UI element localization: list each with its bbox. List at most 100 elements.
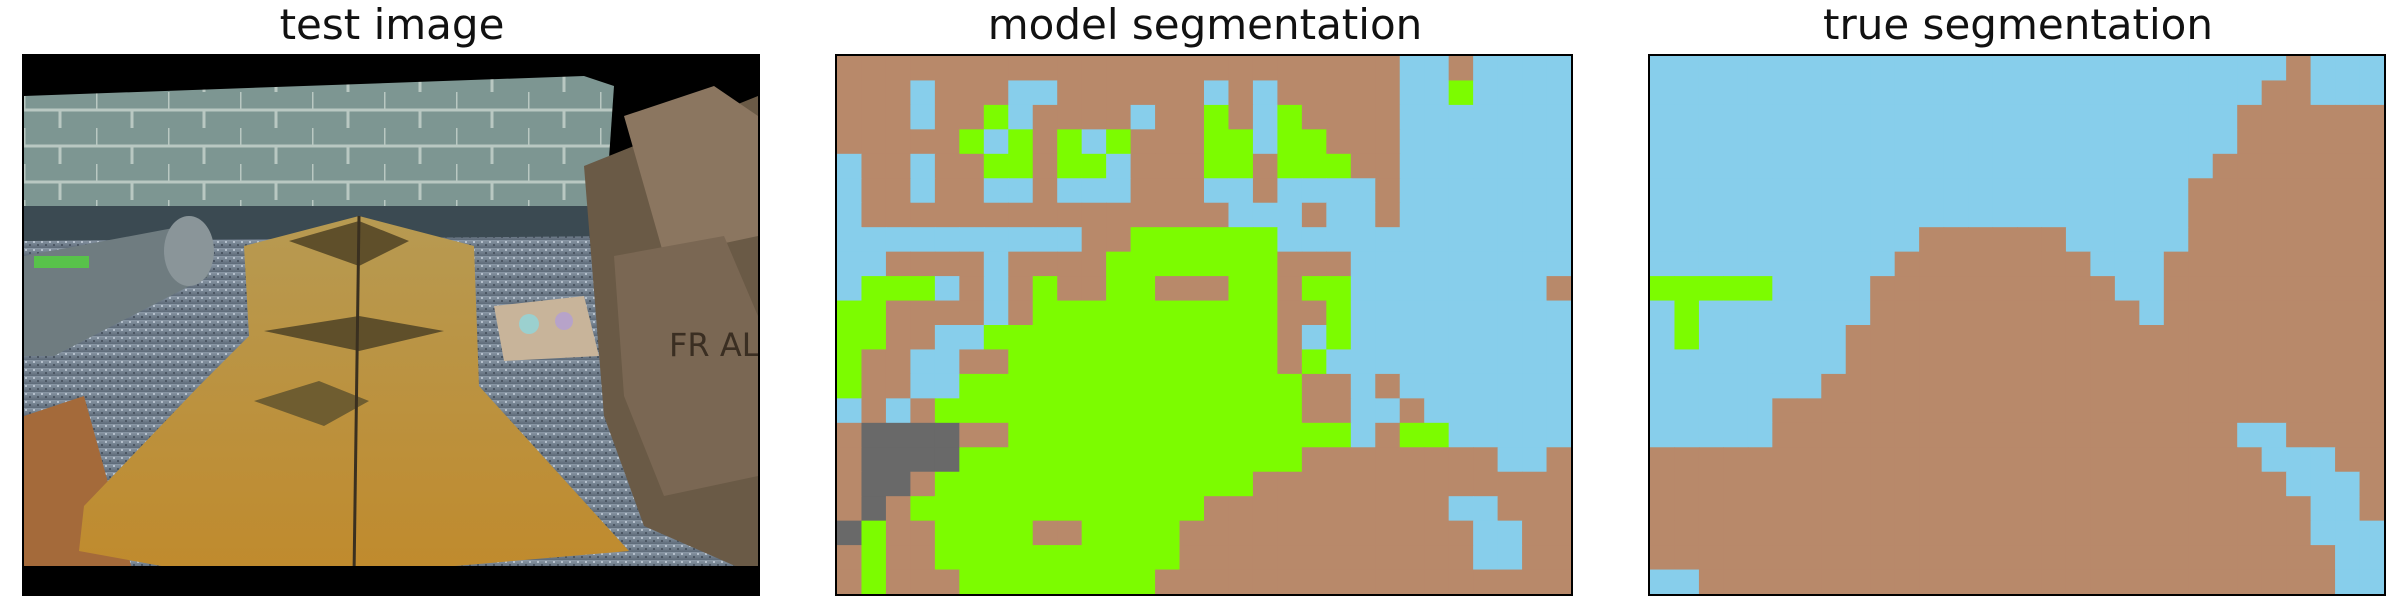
- true-segmentation-cell: [1919, 569, 1945, 594]
- true-segmentation-cell: [2017, 496, 2043, 522]
- model-segmentation-cell: [1326, 56, 1352, 82]
- model-segmentation-cell: [1155, 129, 1181, 155]
- model-segmentation-cell: [1008, 471, 1034, 497]
- true-segmentation-cell: [2237, 373, 2263, 399]
- true-segmentation-cell: [2090, 422, 2116, 448]
- true-segmentation-cell: [2090, 471, 2116, 497]
- true-segmentation-cell: [1894, 129, 1920, 155]
- model-segmentation-cell: [1228, 325, 1254, 351]
- true-segmentation-cell: [2017, 325, 2043, 351]
- model-segmentation-cell: [1424, 104, 1450, 130]
- true-segmentation-cell: [1968, 325, 1994, 351]
- true-segmentation-cell: [2359, 447, 2384, 473]
- model-segmentation-cell: [1057, 349, 1083, 375]
- model-segmentation-cell: [1179, 276, 1205, 302]
- true-segmentation-cell: [1943, 153, 1969, 179]
- true-segmentation-cell: [2188, 569, 2214, 594]
- model-segmentation-cell: [1399, 447, 1425, 473]
- true-segmentation-cell: [1992, 398, 2018, 424]
- true-segmentation-cell: [2188, 373, 2214, 399]
- true-segmentation-cell: [2114, 447, 2140, 473]
- model-segmentation-cell: [1448, 422, 1474, 448]
- true-segmentation-cell: [1870, 349, 1896, 375]
- model-segmentation-cell: [1473, 349, 1499, 375]
- true-segmentation-cell: [2090, 349, 2116, 375]
- model-segmentation-cell: [1155, 178, 1181, 204]
- model-segmentation-cell: [1204, 56, 1230, 82]
- true-segmentation-cell: [2359, 520, 2384, 546]
- true-segmentation-cell: [2286, 227, 2312, 253]
- true-segmentation-cell: [2090, 227, 2116, 253]
- true-segmentation-cell: [1992, 447, 2018, 473]
- model-segmentation-cell: [861, 153, 887, 179]
- true-segmentation-cell: [2286, 129, 2312, 155]
- model-segmentation-cell: [1228, 56, 1254, 82]
- true-segmentation-cell: [1992, 80, 2018, 106]
- model-segmentation-cell: [1130, 300, 1156, 326]
- model-segmentation-cell: [1228, 520, 1254, 546]
- model-segmentation-cell: [1350, 569, 1376, 594]
- model-segmentation-cell: [1277, 276, 1303, 302]
- true-segmentation-cell: [1747, 178, 1773, 204]
- model-segmentation-cell: [1277, 545, 1303, 571]
- model-segmentation-cell: [1424, 447, 1450, 473]
- true-segmentation-cell: [1698, 251, 1724, 277]
- model-segmentation-cell: [1008, 545, 1034, 571]
- true-segmentation-cell: [1650, 471, 1676, 497]
- model-segmentation-cell: [959, 129, 985, 155]
- model-segmentation-cell: [861, 80, 887, 106]
- true-segmentation-cell: [2188, 178, 2214, 204]
- true-segmentation-cell: [2163, 373, 2189, 399]
- model-segmentation-cell: [861, 447, 887, 473]
- true-segmentation-cell: [1698, 569, 1724, 594]
- true-segmentation-cell: [1650, 129, 1676, 155]
- true-segmentation-cell: [2310, 56, 2336, 82]
- true-segmentation-cell: [1723, 349, 1749, 375]
- model-segmentation-cell: [1522, 447, 1548, 473]
- model-segmentation-cell: [885, 104, 911, 130]
- model-segmentation-cell: [1522, 520, 1548, 546]
- true-segmentation-cell: [2335, 520, 2361, 546]
- model-segmentation-cell: [1277, 520, 1303, 546]
- model-segmentation-cell: [1032, 545, 1058, 571]
- model-segmentation-cell: [1130, 422, 1156, 448]
- model-segmentation-cell: [1204, 471, 1230, 497]
- true-segmentation-cell: [1772, 104, 1798, 130]
- model-segmentation-cell: [1081, 422, 1107, 448]
- true-segmentation-cell: [1968, 251, 1994, 277]
- true-segmentation-cell: [2090, 104, 2116, 130]
- true-segmentation-cell: [1919, 178, 1945, 204]
- model-segmentation-cell: [910, 569, 936, 594]
- model-segmentation-cell: [959, 178, 985, 204]
- model-segmentation-cell: [1179, 80, 1205, 106]
- model-segmentation-cell: [983, 202, 1009, 228]
- model-segmentation-cell: [910, 422, 936, 448]
- model-segmentation-cell: [1179, 325, 1205, 351]
- true-segmentation-cell: [1870, 80, 1896, 106]
- true-segmentation-cell: [1894, 471, 1920, 497]
- model-segmentation-cell: [1350, 178, 1376, 204]
- model-segmentation-cell: [1081, 447, 1107, 473]
- true-segmentation-cell: [1821, 276, 1847, 302]
- model-segmentation-cell: [861, 251, 887, 277]
- true-segmentation-cell: [2090, 178, 2116, 204]
- model-segmentation-cell: [1032, 251, 1058, 277]
- model-segmentation-cell: [959, 471, 985, 497]
- true-segmentation-cell: [2310, 227, 2336, 253]
- true-segmentation-cell: [2041, 496, 2067, 522]
- model-segmentation-cell: [1081, 569, 1107, 594]
- true-segmentation-cell: [1772, 325, 1798, 351]
- true-segmentation-cell: [1919, 227, 1945, 253]
- true-segmentation-cell: [2237, 447, 2263, 473]
- model-segmentation-cell: [1032, 80, 1058, 106]
- true-segmentation-cell: [2090, 545, 2116, 571]
- true-segmentation-cell: [2237, 300, 2263, 326]
- true-segmentation-cell: [2237, 520, 2263, 546]
- true-segmentation-cell: [1919, 520, 1945, 546]
- true-segmentation-cell: [1943, 422, 1969, 448]
- model-segmentation-cell: [983, 251, 1009, 277]
- model-segmentation-cell: [1008, 398, 1034, 424]
- model-segmentation-cell: [1057, 56, 1083, 82]
- true-segmentation-cell: [1894, 251, 1920, 277]
- true-segmentation-cell: [1698, 104, 1724, 130]
